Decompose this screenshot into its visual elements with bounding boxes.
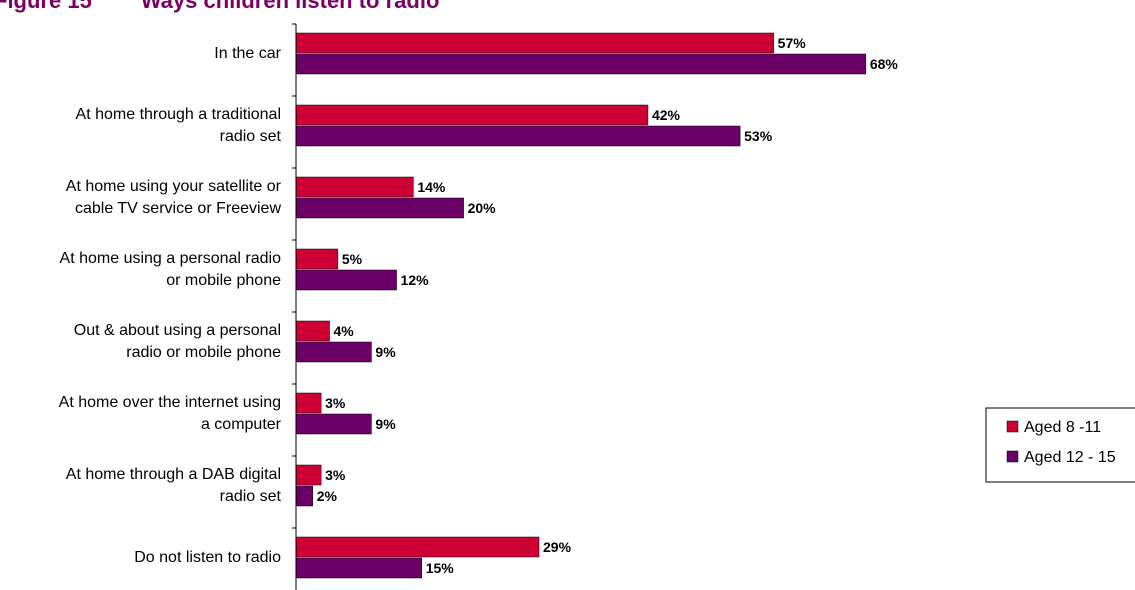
bar-aged-12-15	[295, 197, 464, 219]
category-label: At home through a DAB digital	[66, 466, 281, 483]
data-label: 29%	[543, 539, 572, 555]
chart-title: Figure 15 Ways children listen to radio	[0, 0, 439, 13]
bar-aged-12-15	[295, 269, 397, 291]
category-label: At home through a traditional	[76, 106, 281, 123]
data-label: 15%	[426, 560, 455, 576]
legend-label: Aged 8 -11	[1024, 419, 1101, 436]
bar-aged-8-11	[295, 536, 540, 558]
data-label: 20%	[468, 200, 497, 216]
category-label: Do not listen to radio	[134, 549, 281, 566]
category-label: Out & about using a personal	[74, 322, 281, 339]
bar-aged-8-11	[295, 320, 330, 342]
bar-aged-8-11	[295, 464, 322, 486]
category-label: At home over the internet using	[59, 394, 281, 411]
category-label: In the car	[214, 45, 281, 62]
bar-aged-12-15	[295, 341, 372, 363]
data-label: 2%	[317, 488, 338, 504]
data-label: 3%	[325, 467, 346, 483]
category-label: At home using a personal radio	[60, 250, 282, 267]
legend-box	[985, 407, 1135, 483]
data-label: 9%	[375, 344, 396, 360]
category-label: or mobile phone	[166, 272, 281, 289]
category-label: radio set	[220, 128, 282, 145]
bar-aged-8-11	[295, 32, 774, 54]
bar-aged-12-15	[295, 125, 741, 147]
bar-aged-12-15	[295, 557, 422, 579]
value-labels-group: 57% 68% 42% 53% 14% 20% 5% 12% 4% 9% 3% 9% 3% 2% 29% 15…	[317, 35, 899, 576]
category-label: radio or mobile phone	[126, 344, 281, 361]
data-label: 68%	[870, 56, 899, 72]
data-label: 53%	[744, 128, 773, 144]
data-label: 57%	[778, 35, 807, 51]
legend-label: Aged 12 - 15	[1024, 449, 1116, 466]
bar-aged-8-11	[295, 104, 649, 126]
data-label: 12%	[401, 272, 430, 288]
category-label: a computer	[201, 416, 282, 433]
category-labels-group: In the car At home through a traditional r…	[59, 45, 282, 566]
category-label: radio set	[220, 488, 282, 505]
bar-aged-12-15	[295, 413, 372, 435]
y-axis	[292, 23, 297, 590]
data-label: 14%	[417, 179, 446, 195]
category-label: At home using your satellite or	[66, 178, 282, 195]
bar-aged-8-11	[295, 176, 414, 198]
data-label: 42%	[652, 107, 681, 123]
legend-swatch	[1006, 420, 1019, 433]
legend-swatch	[1006, 450, 1019, 463]
data-label: 9%	[375, 416, 396, 432]
bar-aged-12-15	[295, 53, 867, 75]
bars-group	[295, 32, 867, 579]
bar-aged-8-11	[295, 392, 322, 414]
bar-aged-12-15	[295, 485, 314, 507]
data-label: 3%	[325, 395, 346, 411]
data-label: 4%	[334, 323, 355, 339]
bar-aged-8-11	[295, 248, 339, 270]
legend: Aged 8 -11 Aged 12 - 15	[985, 407, 1135, 483]
category-label: cable TV service or Freeview	[75, 200, 281, 217]
data-label: 5%	[342, 251, 363, 267]
